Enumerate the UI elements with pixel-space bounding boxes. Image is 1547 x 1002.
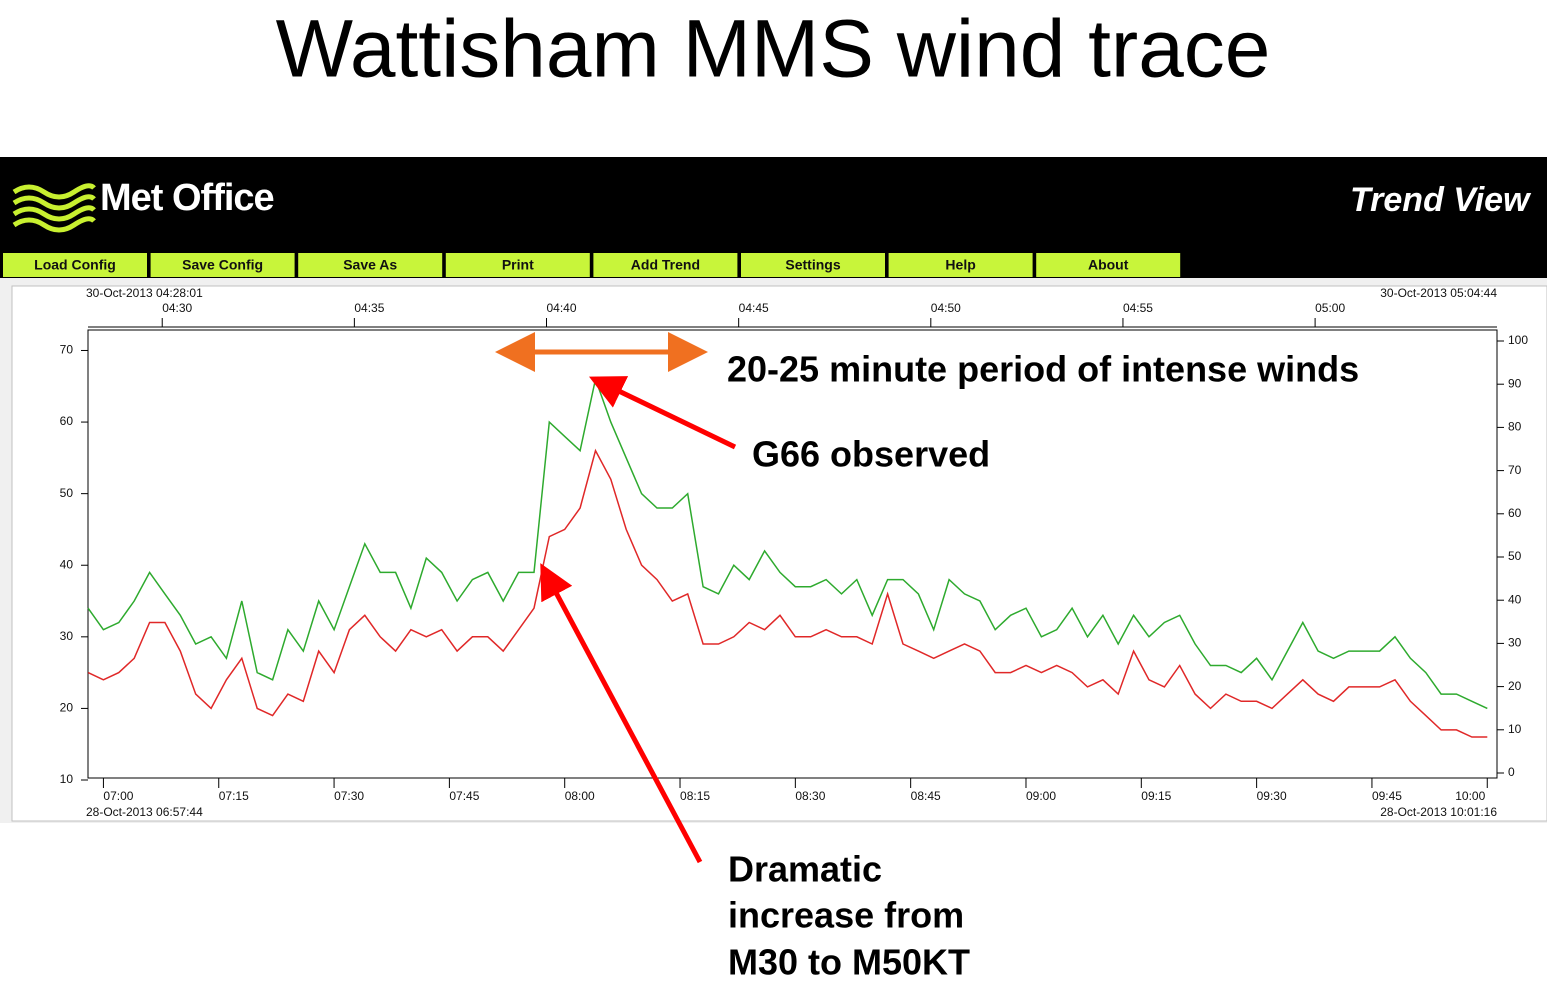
annotation: Dramatic [728, 849, 882, 890]
y-tick-label: 40 [60, 557, 74, 571]
y2-tick-label: 100 [1508, 333, 1528, 347]
annotation: M30 to M50KT [728, 942, 970, 983]
menu-button-label[interactable]: About [1088, 257, 1129, 273]
x-tick-label: 08:00 [565, 789, 595, 803]
y-tick-label: 20 [60, 701, 74, 715]
menu-button-label[interactable]: Print [502, 257, 534, 273]
y-tick-label: 50 [60, 486, 74, 500]
x-tick-label: 09:45 [1372, 789, 1402, 803]
slide-title: Wattisham MMS wind trace [276, 4, 1271, 95]
menu-button[interactable] [741, 253, 885, 277]
gust-arrow [588, 376, 737, 450]
y-tick-label: 70 [60, 343, 74, 357]
menu-button-label[interactable]: Save As [343, 257, 397, 273]
y2-tick-label: 0 [1508, 765, 1515, 779]
x-tick-label: 07:15 [219, 789, 249, 803]
x-tick-label: 09:00 [1026, 789, 1056, 803]
y2-tick-label: 10 [1508, 722, 1522, 736]
x-tick-label: 08:15 [680, 789, 710, 803]
plot-background [11, 285, 1547, 822]
x-tick-label: 10:00 [1455, 789, 1485, 803]
menu-button[interactable] [445, 253, 590, 277]
menu-button-label[interactable]: Load Config [34, 257, 116, 273]
x-tick-label: 08:45 [911, 789, 941, 803]
app-header [0, 157, 1547, 252]
menu-button[interactable] [298, 253, 443, 277]
menu-button[interactable] [1036, 253, 1181, 277]
increase-arrow [540, 563, 703, 864]
series-line [87, 448, 1488, 738]
y2-tick-label: 30 [1508, 636, 1522, 650]
x2-start-label: 30-Oct-2013 04:28:01 [86, 286, 203, 300]
menu-button-label[interactable]: Help [945, 257, 975, 273]
x2-tick-label: 04:55 [1123, 301, 1153, 315]
x2-tick-label: 04:50 [931, 301, 961, 315]
app-header-title: Trend View [1350, 181, 1532, 219]
annotation: G66 observed [752, 434, 990, 475]
y2-tick-label: 20 [1508, 679, 1522, 693]
x-tick-label: 07:30 [334, 789, 364, 803]
y2-tick-label: 60 [1508, 506, 1522, 520]
x-end-label: 28-Oct-2013 10:01:16 [1380, 805, 1497, 819]
x-start-label: 28-Oct-2013 06:57:44 [86, 805, 203, 819]
annotation: increase from [728, 895, 964, 936]
x2-end-label: 30-Oct-2013 05:04:44 [1380, 286, 1497, 300]
y2-tick-label: 40 [1508, 592, 1522, 606]
menu-button[interactable] [593, 253, 738, 277]
y-tick-label: 10 [60, 772, 74, 786]
logo-waves [12, 183, 96, 233]
x-tick-label: 09:30 [1257, 789, 1287, 803]
y-tick-label: 30 [60, 629, 74, 643]
menu-button-label[interactable]: Add Trend [631, 257, 700, 273]
y2-tick-label: 50 [1508, 549, 1522, 563]
x-tick-label: 07:00 [103, 789, 133, 803]
annotation: 20-25 minute period of intense winds [727, 349, 1359, 390]
x-tick-label: 09:15 [1141, 789, 1171, 803]
y-tick-label: 60 [60, 414, 74, 428]
y2-tick-label: 90 [1508, 376, 1522, 390]
plot-frame [87, 329, 1498, 779]
menu-button[interactable] [3, 253, 147, 277]
series-line [87, 376, 1488, 710]
x2-tick-label: 04:35 [354, 301, 384, 315]
menu-button[interactable] [888, 253, 1033, 277]
x2-tick-label: 04:40 [547, 301, 577, 315]
x-tick-label: 08:30 [795, 789, 825, 803]
menu-button[interactable] [150, 253, 295, 277]
x-tick-label: 07:45 [449, 789, 479, 803]
y2-tick-label: 70 [1508, 463, 1522, 477]
x2-tick-label: 04:30 [162, 301, 192, 315]
y2-tick-label: 80 [1508, 420, 1522, 434]
x2-tick-label: 05:00 [1315, 301, 1345, 315]
app-logo: Met Office [100, 177, 274, 219]
x2-tick-label: 04:45 [739, 301, 769, 315]
menu-button-label[interactable]: Save Config [182, 257, 263, 273]
menu-button-label[interactable]: Settings [785, 257, 840, 273]
